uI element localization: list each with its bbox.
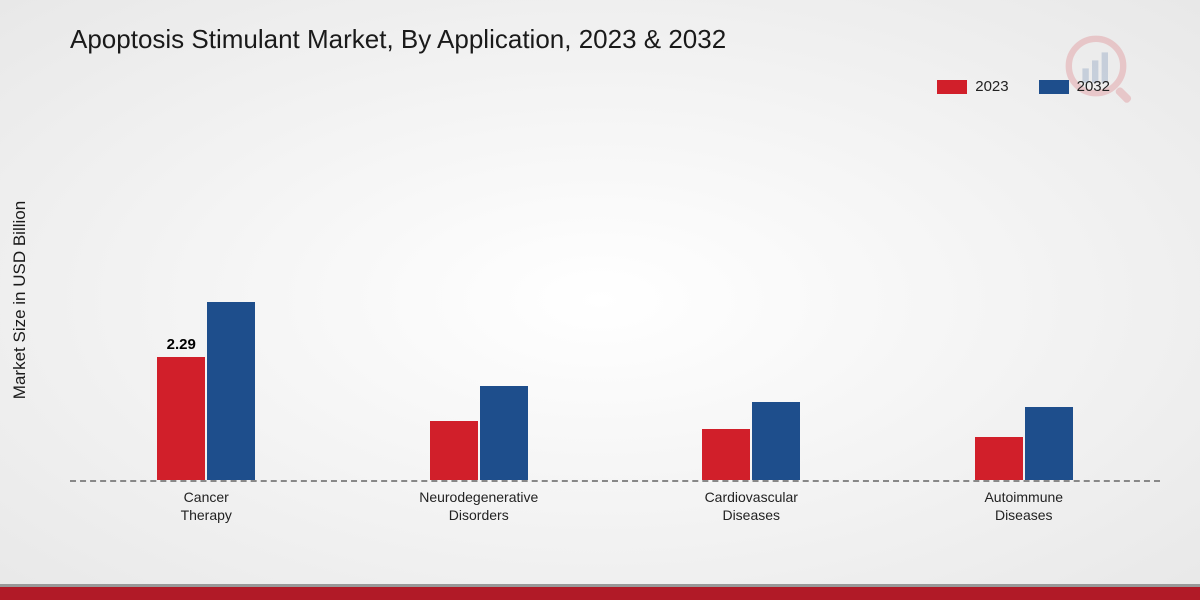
watermark-logo [1060, 30, 1140, 110]
bar-value-label: 2.29 [167, 336, 196, 353]
x-tick-label: Cancer Therapy [146, 489, 266, 524]
bar [702, 429, 750, 480]
bar [975, 437, 1023, 480]
x-axis-baseline [70, 480, 1160, 482]
legend: 2023 2032 [937, 78, 1110, 95]
bar-group [419, 386, 539, 480]
bar-group: 2.29 [146, 302, 266, 480]
plot-area: 2.29 Cancer TherapyNeurodegenerative Dis… [70, 130, 1160, 520]
bar: 2.29 [157, 357, 205, 480]
legend-swatch-2023 [937, 80, 967, 94]
x-tick-label: Autoimmune Diseases [964, 489, 1084, 524]
x-tick-label: Cardiovascular Diseases [691, 489, 811, 524]
bar-group [964, 407, 1084, 480]
legend-swatch-2032 [1039, 80, 1069, 94]
legend-label: 2032 [1077, 78, 1110, 95]
bar [1025, 407, 1073, 480]
x-tick-label: Neurodegenerative Disorders [419, 489, 539, 524]
footer-bar [0, 584, 1200, 600]
legend-item-2023: 2023 [937, 78, 1008, 95]
y-axis-label: Market Size in USD Billion [10, 201, 30, 399]
legend-label: 2023 [975, 78, 1008, 95]
bar [430, 421, 478, 480]
bar [480, 386, 528, 480]
chart-container: Apoptosis Stimulant Market, By Applicati… [0, 0, 1200, 600]
legend-item-2032: 2032 [1039, 78, 1110, 95]
x-axis-labels: Cancer Therapy Neurodegenerative Disorder… [70, 489, 1160, 524]
bar [752, 402, 800, 480]
bar-group [691, 402, 811, 480]
bar-groups: 2.29 [70, 130, 1160, 480]
chart-title: Apoptosis Stimulant Market, By Applicati… [70, 24, 726, 55]
bar [207, 302, 255, 480]
